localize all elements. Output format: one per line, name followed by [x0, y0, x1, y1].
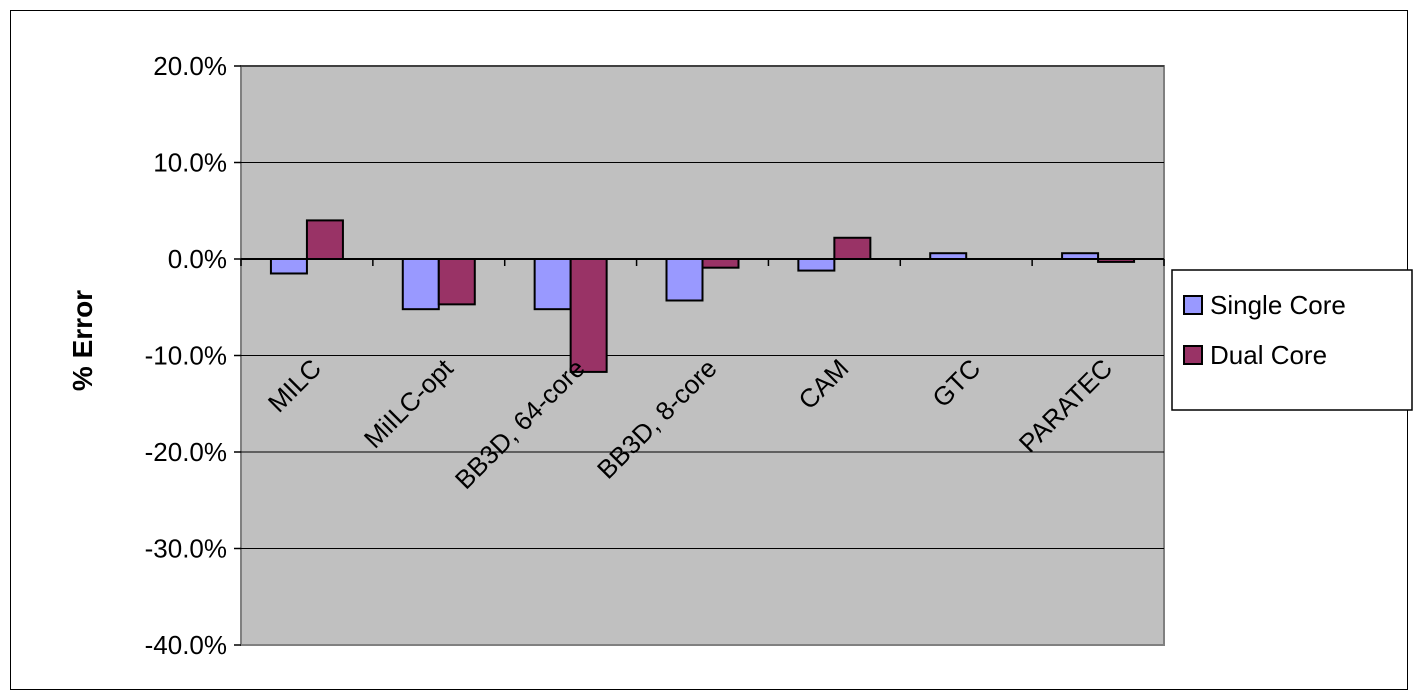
bar-single-core [269, 258, 308, 275]
bar-single-core [533, 258, 572, 311]
legend: Single Core Dual Core [1171, 269, 1413, 411]
x-axis [240, 258, 1165, 266]
bar-dual-core [833, 236, 872, 261]
bar-single-core [665, 258, 704, 302]
y-tick-label: -40.0% [145, 630, 227, 660]
legend-swatch [1183, 345, 1203, 365]
legend-label: Single Core [1210, 290, 1346, 320]
y-axis-title: % Error [67, 290, 98, 391]
bar-single-core [401, 258, 440, 311]
y-tick-label: 20.0% [153, 51, 227, 81]
y-tick-label: -20.0% [145, 437, 227, 467]
y-tick-label: -10.0% [145, 341, 227, 371]
bar-single-core [797, 258, 836, 272]
y-tick-label: 10.0% [153, 148, 227, 178]
bar-dual-core [569, 258, 608, 373]
bars [269, 219, 1136, 373]
y-tick-label: -30.0% [145, 534, 227, 564]
bar-dual-core [701, 258, 740, 269]
y-tick-label: 0.0% [168, 244, 227, 274]
y-axis: 20.0% 10.0% 0.0% -10.0% -20.0% -30.0% -40.0% [145, 51, 241, 660]
legend-label: Dual Core [1210, 340, 1327, 370]
legend-box [1171, 269, 1413, 411]
bar-dual-core [437, 258, 476, 306]
bar-dual-core [305, 219, 344, 260]
legend-swatch [1183, 295, 1203, 315]
